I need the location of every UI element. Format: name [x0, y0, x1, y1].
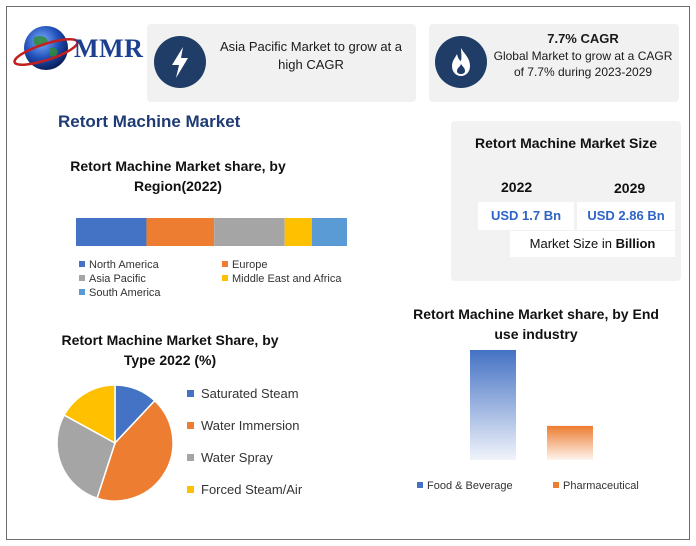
legend-label: Water Spray — [201, 450, 273, 465]
cagr-card: 7.7% CAGR Global Market to grow at a CAG… — [429, 24, 679, 102]
region-bar-europe — [146, 218, 215, 246]
legend-swatch — [79, 289, 85, 295]
pie-slice-water-immersion — [96, 399, 174, 502]
legend-north-america: North America — [79, 259, 159, 271]
lightning-icon — [154, 36, 206, 88]
year-2022: 2022 — [501, 179, 533, 195]
logo-text: MMR — [74, 34, 144, 63]
unit-bold: Billion — [615, 236, 656, 251]
legend-label: South America — [89, 287, 161, 299]
unit-prefix: Market Size in — [529, 236, 616, 251]
legend-pharmaceutical: Pharmaceutical — [553, 480, 639, 492]
asia-pacific-card: Asia Pacific Market to grow at a high CA… — [147, 24, 416, 102]
legend-label: North America — [89, 259, 159, 271]
pie-slice-forced-steam-air — [63, 384, 116, 445]
enduse-bar-pharmaceutical — [547, 425, 593, 460]
region-chart-title: Retort Machine Market share, by Region(2… — [70, 158, 286, 194]
legend-label: Asia Pacific — [89, 273, 146, 285]
type-pie-chart — [56, 384, 174, 502]
market-size-unit: Market Size in Billion — [510, 231, 675, 257]
legend-middle-east-and-africa: Middle East and Africa — [222, 273, 341, 285]
legend-forced-steam-air: Forced Steam/Air — [187, 482, 302, 497]
region-bar-middle-east-and-africa — [284, 218, 312, 246]
region-stacked-bar — [76, 218, 347, 246]
legend-south-america: South America — [79, 287, 161, 299]
legend-label: Food & Beverage — [427, 480, 513, 492]
region-bar-asia-pacific — [214, 218, 285, 246]
legend-label: Water Immersion — [201, 418, 300, 433]
type-chart-title: Retort Machine Market Share, by Type 202… — [61, 332, 279, 368]
legend-europe: Europe — [222, 259, 267, 271]
asia-pacific-text: Asia Pacific Market to grow at a high CA… — [219, 39, 403, 72]
legend-swatch — [187, 486, 194, 493]
region-bar-south-america — [311, 218, 347, 246]
enduse-bar-chart — [470, 350, 593, 460]
legend-swatch — [79, 261, 85, 267]
flame-icon — [435, 36, 487, 88]
value-2022: USD 1.7 Bn — [478, 202, 574, 230]
legend-water-immersion: Water Immersion — [187, 418, 299, 433]
legend-saturated-steam: Saturated Steam — [187, 386, 299, 401]
legend-asia-pacific: Asia Pacific — [79, 273, 146, 285]
market-size-panel: Retort Machine Market Size 2022 2029 USD… — [451, 121, 681, 281]
cagr-title: 7.7% CAGR — [547, 31, 619, 46]
legend-label: Europe — [232, 259, 268, 271]
legend-label: Pharmaceutical — [563, 480, 639, 492]
enduse-bar-food-beverage — [470, 350, 516, 460]
year-2029: 2029 — [614, 180, 646, 196]
legend-water-spray: Water Spray — [187, 450, 273, 465]
globe-icon — [13, 26, 79, 70]
value-2029: USD 2.86 Bn — [577, 202, 675, 230]
infographic-frame — [6, 6, 690, 540]
legend-food-beverage: Food & Beverage — [417, 480, 513, 492]
mmr-logo: MMR — [12, 18, 144, 78]
market-size-title: Retort Machine Market Size — [474, 135, 658, 151]
enduse-chart-title: Retort Machine Market share, by End use … — [413, 306, 659, 342]
legend-swatch — [553, 482, 559, 488]
legend-swatch — [187, 390, 194, 397]
legend-label: Middle East and Africa — [232, 273, 342, 285]
legend-swatch — [187, 454, 194, 461]
cagr-text: Global Market to grow at a CAGR of 7.7% … — [493, 49, 673, 79]
page-title: Retort Machine Market — [58, 112, 241, 131]
region-bar-north-america — [76, 218, 147, 246]
legend-label: Forced Steam/Air — [201, 482, 303, 497]
legend-label: Saturated Steam — [201, 386, 299, 401]
legend-swatch — [222, 261, 228, 267]
legend-swatch — [417, 482, 423, 488]
legend-swatch — [222, 275, 228, 281]
legend-swatch — [187, 422, 194, 429]
legend-swatch — [79, 275, 85, 281]
